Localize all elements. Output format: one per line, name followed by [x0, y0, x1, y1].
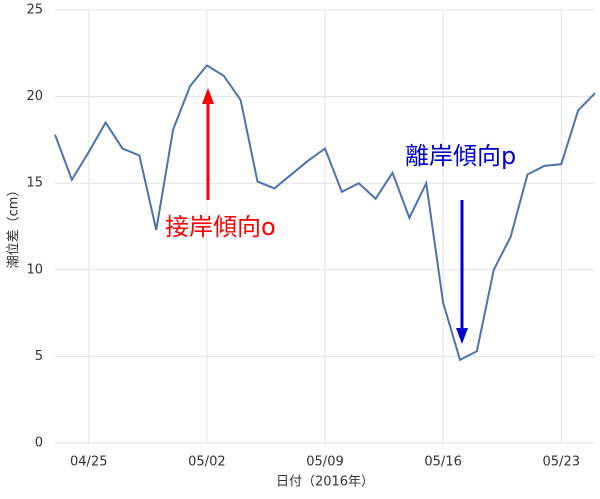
- arrow-head: [456, 328, 468, 344]
- x-tick-label: 05/16: [424, 455, 461, 470]
- y-tick-label: 10: [26, 262, 43, 277]
- x-tick-label: 05/02: [188, 455, 225, 470]
- x-tick-label: 04/25: [70, 455, 107, 470]
- y-tick-label: 5: [35, 349, 43, 364]
- annotation: 離岸傾向p: [405, 142, 516, 170]
- x-tick-label: 05/23: [543, 455, 580, 470]
- line: [54, 64, 596, 362]
- annotation: 接岸傾向o: [165, 213, 276, 241]
- y-tick-label: 15: [26, 176, 43, 191]
- arrow-head: [202, 88, 214, 104]
- x-tick-label: 05/09: [306, 455, 343, 470]
- y-tick-label: 0: [35, 436, 43, 451]
- y-tick-label: 20: [26, 89, 43, 104]
- x-axis-label: 日付（2016年）: [276, 475, 374, 490]
- y-axis-label: 潮位差（cm）: [7, 184, 22, 269]
- y-tick-label: 25: [26, 3, 43, 18]
